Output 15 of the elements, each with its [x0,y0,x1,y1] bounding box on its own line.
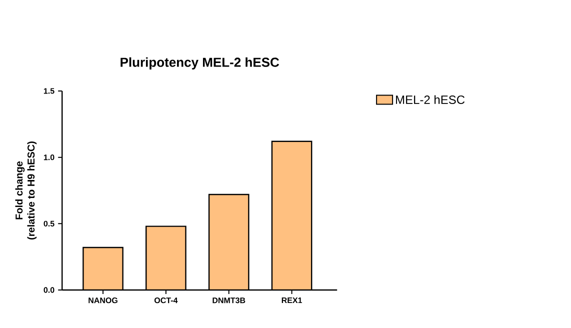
x-tick-label: NANOG [88,298,118,304]
bar [83,248,123,290]
bar [209,194,249,290]
y-tick-label: 1.0 [44,154,54,160]
y-tick-label: 1.5 [44,88,54,94]
x-tick-label: DNMT3B [212,298,246,304]
x-tick-label: REX1 [282,298,302,304]
y-tick-label: 0.0 [44,287,54,293]
y-tick-label: 0.5 [44,220,54,226]
legend-label: MEL-2 hESC [396,95,465,104]
x-tick-label: OCT-4 [154,298,178,304]
chart-title: Pluripotency MEL-2 hESC [120,57,280,70]
bar [271,140,312,290]
bar [146,226,186,290]
y-axis-title: Fold change (relative to H9 hESC) [15,142,37,240]
